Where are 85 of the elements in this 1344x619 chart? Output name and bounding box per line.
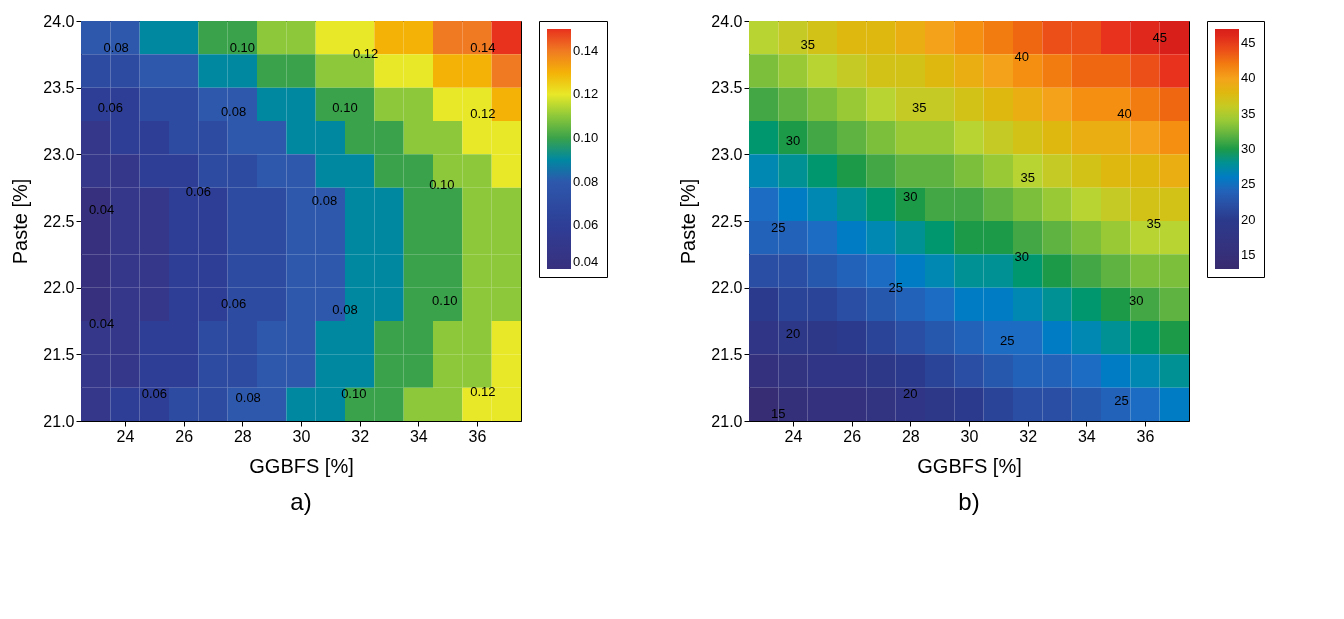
color-bar-label: 0.04 [573,254,599,269]
x-tick-label: 32 [351,427,370,445]
x-axis-title: GGBFS [%] [249,454,354,477]
annotation: 20 [903,386,918,402]
color-bar-label: 0.08 [573,173,599,189]
annotation: 30 [785,133,801,148]
color-bar-label: 30 [1241,141,1256,156]
text: a) [290,488,312,515]
y-tick-label: 21.5 [711,345,743,363]
x-tick-label: 28 [901,427,920,445]
annotation: 0.12 [470,383,496,399]
y-tick-label: 21.0 [43,412,75,430]
annotation: 0.06 [185,183,211,199]
annotation: 25 [771,219,786,235]
y-tick-label: 24.0 [43,12,75,30]
x-tick-label: 24 [116,427,135,445]
annotation: 0.06 [97,99,123,115]
color-bar-label: 40 [1241,70,1256,86]
x-tick-label: 28 [233,427,252,445]
y-tick-label: 22.5 [43,212,75,230]
annotation: 0.06 [141,386,167,402]
annotation: 0.10 [429,177,455,192]
annotation: 25 [999,333,1015,348]
y-tick-label: 23.5 [711,79,743,97]
y-tick-label: 24.0 [711,12,743,30]
annotation: 30 [1014,249,1030,264]
annotation: 0.12 [470,106,496,122]
text: b) [958,488,980,515]
color-bar-label: 0.14 [573,42,599,58]
annotation: 0.10 [341,386,367,402]
y-tick-label: 22.5 [711,212,743,230]
x-tick-label: 36 [468,427,487,445]
color-bar-label: 35 [1241,105,1256,121]
annotation: 45 [1152,30,1167,46]
annotation: 0.14 [470,39,496,55]
annotation: 0.10 [229,39,255,55]
annotation: 0.08 [311,193,338,208]
annotation: 25 [888,279,903,295]
x-tick-label: 26 [175,427,194,445]
x-tick-label: 34 [1077,427,1096,445]
y-axis-title: Paste [%] [9,178,32,265]
color-bar-label: 0.10 [573,130,599,146]
annotation: 30 [1128,293,1144,308]
annotation: 0.04 [88,315,115,331]
y-axis-title: Paste [%] [677,178,700,265]
y-tick-label: 23.5 [43,79,75,97]
annotation: 20 [785,326,801,342]
x-tick-label: 36 [1136,427,1155,445]
x-tick-label: 24 [784,427,803,445]
y-tick-label: 21.0 [711,412,743,430]
y-tick-label: 22.0 [711,279,743,297]
color-bar-label: 0.12 [573,86,599,102]
annotation: 30 [903,189,918,204]
color-bar-label: 20 [1241,211,1256,227]
annotation: 35 [911,99,927,115]
x-tick-label: 30 [960,427,979,445]
y-tick-label: 21.5 [43,345,75,363]
annotation: 0.10 [432,293,458,308]
x-tick-label: 30 [292,427,311,445]
x-axis-title: GGBFS [%] [917,454,1022,477]
annotation: 0.08 [220,103,247,119]
y-tick-label: 23.0 [711,145,743,163]
annotation: 35 [800,37,815,52]
y-tick-label: 23.0 [43,145,75,163]
annotation: 35 [1146,215,1162,231]
annotation: 0.08 [332,302,358,318]
annotation: 15 [771,406,786,422]
x-tick-label: 34 [409,427,428,445]
color-bar-label: 25 [1241,176,1256,192]
color-bar-label: 45 [1241,35,1256,51]
annotation: 40 [1014,49,1030,64]
annotation: 0.12 [352,46,379,62]
annotation: 0.08 [235,390,261,406]
y-tick-label: 22.0 [43,279,75,297]
annotation: 0.06 [220,295,247,311]
x-tick-label: 32 [1019,427,1038,445]
annotation: 25 [1114,393,1129,408]
annotation: 0.10 [332,99,358,115]
x-tick-label: 26 [843,427,862,445]
color-bar-label: 15 [1241,246,1256,262]
annotation: 35 [1020,170,1035,186]
annotation: 0.04 [88,202,115,218]
annotation: 0.08 [103,39,129,55]
color-bar-label: 0.06 [573,217,599,233]
annotation: 40 [1117,106,1132,122]
